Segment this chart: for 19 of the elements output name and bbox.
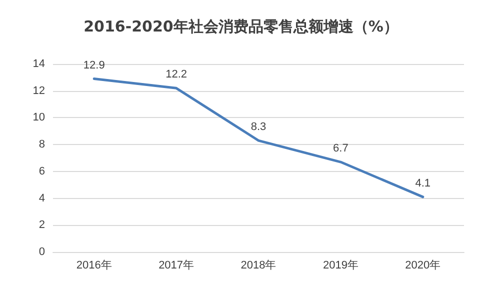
y-tick-label: 14 [32, 58, 45, 70]
y-tick-label: 10 [32, 112, 45, 124]
y-tick-label: 0 [38, 246, 45, 258]
data-label: 12.9 [83, 59, 105, 72]
y-tick-label: 4 [38, 192, 45, 204]
y-tick-label: 2 [38, 219, 45, 232]
y-tick-label: 6 [38, 165, 45, 178]
x-tick-label: 2017年 [158, 260, 194, 272]
data-label: 4.1 [415, 177, 431, 190]
x-tick-label: 2019年 [322, 260, 358, 272]
data-label: 8.3 [250, 121, 266, 134]
x-tick-label: 2018年 [240, 260, 276, 272]
chart-title: 2016-2020年社会消费品零售总额增速（%） [84, 18, 398, 36]
y-tick-label: 12 [32, 84, 45, 97]
data-label: 12.2 [166, 68, 188, 81]
x-tick-label: 2020年 [405, 260, 441, 272]
data-label: 6.7 [333, 142, 348, 155]
x-tick-label: 2016年 [76, 260, 112, 272]
y-tick-label: 8 [38, 138, 45, 151]
